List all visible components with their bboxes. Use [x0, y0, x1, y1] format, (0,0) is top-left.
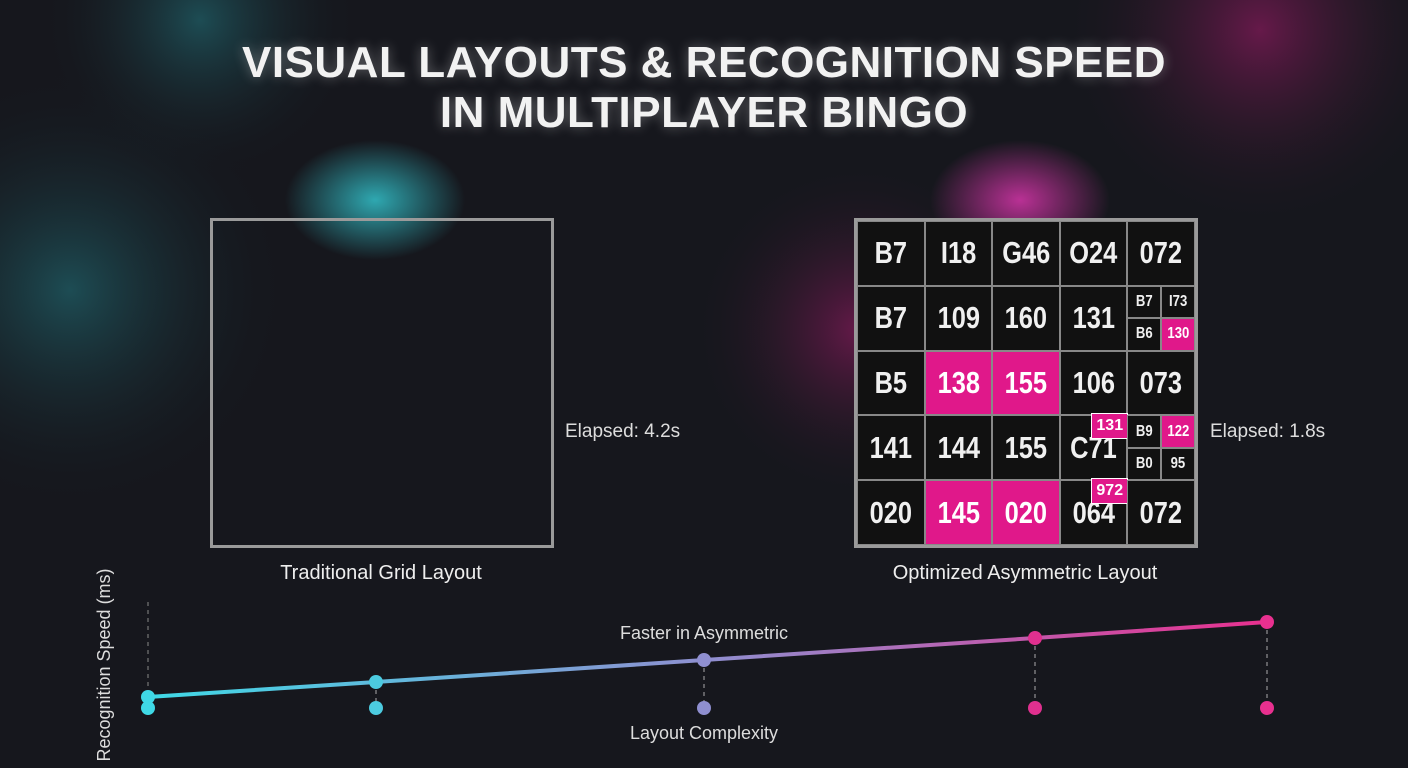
cell-text: 155 — [1004, 429, 1048, 465]
cell-text: 072 — [1139, 494, 1183, 530]
badge: 131 — [1091, 413, 1129, 440]
title: VISUAL LAYOUTS & RECOGNITION SPEED — [241, 38, 1167, 87]
cell: 073 — [1127, 350, 1195, 416]
cell: 131 — [1059, 285, 1128, 351]
cell-text: I73 — [1168, 292, 1188, 310]
cell-text: 141 — [869, 429, 913, 465]
caption: Optimized Asymmetric Layout — [892, 562, 1158, 584]
elapsed: Elapsed: 1.8s — [1210, 421, 1326, 442]
cell-text: B6 — [1135, 325, 1153, 343]
cell-text: B9 — [1135, 422, 1153, 440]
badge: 972 — [1091, 478, 1129, 505]
y-label: Recognition Speed (ms) — [94, 568, 114, 761]
annotation: Faster in Asymmetric — [620, 623, 788, 643]
glow — [40, 0, 360, 180]
cell-text: B7 — [874, 300, 908, 336]
cell-text: B0 — [1135, 454, 1153, 472]
glow — [0, 70, 290, 510]
cell-text: 106 — [1072, 364, 1115, 400]
title: IN MULTIPLAYER BINGO — [439, 88, 969, 137]
cell-text: O24 — [1069, 235, 1118, 271]
cell-text: 073 — [1139, 364, 1183, 400]
cell-text: 145 — [937, 494, 980, 530]
cell-text: B7 — [874, 235, 908, 271]
cell-text: I18 — [940, 235, 977, 271]
bingo-card: B7 I18 G46 O24 072 B7 109 160 131 B7 I73 B6 130 B5 138… — [854, 218, 1198, 548]
cell-text: B5 — [874, 364, 908, 400]
cell: 072 — [1127, 221, 1195, 286]
cell: B7 — [857, 285, 925, 351]
cell-text: 131 — [1072, 300, 1115, 336]
cell: B5 — [857, 350, 925, 416]
cell-text: 160 — [1004, 300, 1048, 336]
cell-text: 138 — [937, 364, 980, 400]
sub-cell: I73 — [1161, 285, 1195, 319]
bingo-card — [210, 218, 554, 548]
points — [141, 615, 1274, 715]
sub-cell: 95 — [1161, 447, 1195, 481]
brain-icon — [285, 140, 465, 260]
cell: 020 — [992, 480, 1060, 545]
cell: 160 — [992, 285, 1060, 351]
cell: 109 — [924, 285, 993, 351]
cell-text: 155 — [1004, 364, 1048, 400]
cell: 020 — [857, 480, 925, 545]
cell-text: 109 — [937, 300, 980, 336]
cell: O24 — [1059, 221, 1128, 286]
cell-text: 95 — [1170, 454, 1186, 472]
cell: 072 — [1127, 480, 1195, 545]
cell: 155 — [992, 415, 1060, 481]
cell: 144 — [924, 415, 993, 481]
x-label: Layout Complexity — [630, 723, 778, 743]
glow — [1060, 0, 1408, 230]
sub-cell: 122 — [1161, 415, 1195, 448]
bottom-chart: Recognition Speed (ms) Faster in Asymmet… — [94, 568, 1274, 762]
caption: Traditional Grid Layout — [280, 562, 482, 584]
cell-text: 130 — [1167, 325, 1190, 343]
cell: 141 — [857, 415, 925, 481]
sub-cell: B6 — [1127, 318, 1162, 351]
cell: 145 — [924, 480, 993, 545]
cell: B7 — [857, 221, 925, 286]
cell-text: 144 — [937, 429, 980, 465]
cell-text: 020 — [1004, 494, 1048, 530]
sub-cell: B7 — [1127, 285, 1162, 319]
cell-text: G46 — [1001, 235, 1051, 271]
sub-cell: 130 — [1161, 318, 1195, 351]
cell-text: B7 — [1135, 292, 1153, 310]
cell: 106 — [1059, 350, 1128, 416]
sub-cell: B9 — [1127, 415, 1162, 448]
cell-text: 020 — [869, 494, 913, 530]
sub-cell: B0 — [1127, 447, 1162, 481]
cell: I18 — [924, 221, 993, 286]
cell-text: 072 — [1139, 235, 1183, 271]
elapsed: Elapsed: 4.2s — [565, 421, 681, 442]
cell-text: 122 — [1167, 422, 1190, 440]
cell: 155 — [992, 350, 1060, 416]
cell: 138 — [924, 350, 993, 416]
guides — [375, 622, 1268, 708]
cell: G46 — [992, 221, 1060, 286]
